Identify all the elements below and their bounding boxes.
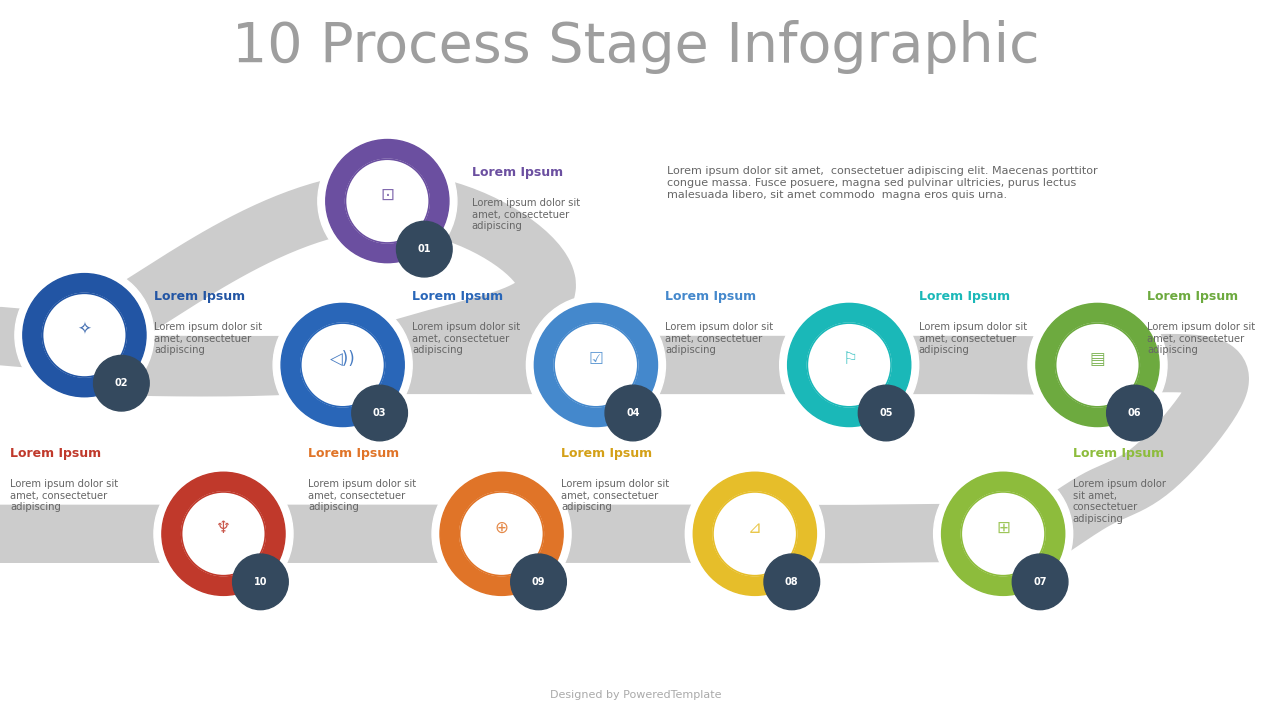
Circle shape: [1107, 385, 1162, 441]
Text: ◁)): ◁)): [330, 350, 356, 368]
Text: Lorem Ipsum: Lorem Ipsum: [1147, 290, 1238, 303]
Circle shape: [433, 464, 571, 603]
Text: Lorem ipsum dolor sit
amet, consectetuer
adipiscing: Lorem ipsum dolor sit amet, consectetuer…: [666, 323, 773, 356]
Text: Lorem Ipsum: Lorem Ipsum: [10, 447, 101, 460]
Text: 08: 08: [785, 577, 799, 587]
Circle shape: [859, 385, 914, 441]
Text: 10: 10: [253, 577, 268, 587]
Text: Lorem Ipsum: Lorem Ipsum: [154, 290, 244, 303]
Circle shape: [511, 554, 566, 610]
Circle shape: [764, 554, 819, 610]
Text: Lorem ipsum dolor sit amet,  consectetuer adipiscing elit. Maecenas porttitor
co: Lorem ipsum dolor sit amet, consectetuer…: [667, 166, 1098, 199]
Text: Lorem Ipsum: Lorem Ipsum: [919, 290, 1010, 303]
Circle shape: [282, 303, 404, 426]
Text: Lorem ipsum dolor
sit amet,
consectetuer
adipiscing: Lorem ipsum dolor sit amet, consectetuer…: [1073, 480, 1166, 524]
Text: Lorem ipsum dolor sit
amet, consectetuer
adipiscing: Lorem ipsum dolor sit amet, consectetuer…: [308, 480, 416, 513]
Text: Lorem ipsum dolor sit
amet, consectetuer
adipiscing: Lorem ipsum dolor sit amet, consectetuer…: [154, 323, 262, 356]
Text: 04: 04: [626, 408, 640, 418]
Text: Lorem Ipsum: Lorem Ipsum: [666, 290, 756, 303]
Text: 06: 06: [1128, 408, 1142, 418]
Circle shape: [440, 472, 563, 595]
Circle shape: [554, 323, 637, 407]
Text: Lorem ipsum dolor sit
amet, consectetuer
adipiscing: Lorem ipsum dolor sit amet, consectetuer…: [10, 480, 118, 513]
Text: 01: 01: [417, 244, 431, 254]
Circle shape: [1056, 323, 1139, 407]
Text: ☑: ☑: [589, 350, 603, 368]
Circle shape: [685, 464, 824, 603]
Text: Lorem Ipsum: Lorem Ipsum: [412, 290, 503, 303]
Circle shape: [787, 303, 911, 426]
Circle shape: [1036, 303, 1160, 426]
Circle shape: [1012, 554, 1068, 610]
Text: Lorem Ipsum: Lorem Ipsum: [561, 447, 653, 460]
Circle shape: [713, 492, 796, 576]
Text: ▤: ▤: [1089, 350, 1106, 368]
Text: Lorem ipsum dolor sit
amet, consectetuer
adipiscing: Lorem ipsum dolor sit amet, consectetuer…: [472, 198, 580, 231]
Circle shape: [961, 492, 1044, 576]
Circle shape: [942, 472, 1065, 595]
Text: Lorem Ipsum: Lorem Ipsum: [308, 447, 399, 460]
Text: ✧: ✧: [78, 320, 91, 338]
Circle shape: [534, 303, 658, 426]
Circle shape: [780, 295, 919, 434]
Text: Lorem ipsum dolor sit
amet, consectetuer
adipiscing: Lorem ipsum dolor sit amet, consectetuer…: [412, 323, 520, 356]
Text: ♆: ♆: [216, 519, 230, 537]
Circle shape: [182, 492, 265, 576]
Text: 07: 07: [1033, 577, 1047, 587]
Text: 09: 09: [531, 577, 545, 587]
Circle shape: [23, 274, 146, 397]
Text: 05: 05: [879, 408, 893, 418]
Circle shape: [15, 266, 154, 405]
Circle shape: [42, 293, 127, 377]
Text: 03: 03: [372, 408, 387, 418]
Circle shape: [93, 356, 150, 411]
Text: ⊿: ⊿: [748, 519, 762, 537]
Circle shape: [154, 464, 293, 603]
Circle shape: [346, 159, 429, 243]
Circle shape: [317, 132, 457, 271]
Circle shape: [301, 323, 384, 407]
Text: Lorem ipsum dolor sit
amet, consectetuer
adipiscing: Lorem ipsum dolor sit amet, consectetuer…: [561, 480, 669, 513]
Circle shape: [605, 385, 660, 441]
Text: Lorem Ipsum: Lorem Ipsum: [472, 166, 563, 179]
Text: Lorem ipsum dolor sit
amet, consectetuer
adipiscing: Lorem ipsum dolor sit amet, consectetuer…: [1147, 323, 1256, 356]
Text: Lorem Ipsum: Lorem Ipsum: [1073, 447, 1164, 460]
Circle shape: [397, 221, 452, 277]
Circle shape: [460, 492, 544, 576]
Circle shape: [694, 472, 817, 595]
Text: 02: 02: [115, 378, 128, 388]
Circle shape: [933, 464, 1073, 603]
Text: ⚐: ⚐: [842, 350, 856, 368]
Circle shape: [273, 295, 412, 434]
Circle shape: [352, 385, 407, 441]
Text: ⊡: ⊡: [380, 186, 394, 204]
Circle shape: [1028, 295, 1167, 434]
Text: Designed by PoweredTemplate: Designed by PoweredTemplate: [550, 690, 722, 700]
Text: ⊕: ⊕: [494, 519, 508, 537]
Circle shape: [526, 295, 666, 434]
Circle shape: [808, 323, 891, 407]
Text: Lorem ipsum dolor sit
amet, consectetuer
adipiscing: Lorem ipsum dolor sit amet, consectetuer…: [919, 323, 1027, 356]
Text: 10 Process Stage Infographic: 10 Process Stage Infographic: [232, 20, 1039, 74]
Text: ⊞: ⊞: [996, 519, 1010, 537]
Circle shape: [326, 140, 449, 263]
Circle shape: [233, 554, 288, 610]
Circle shape: [161, 472, 285, 595]
